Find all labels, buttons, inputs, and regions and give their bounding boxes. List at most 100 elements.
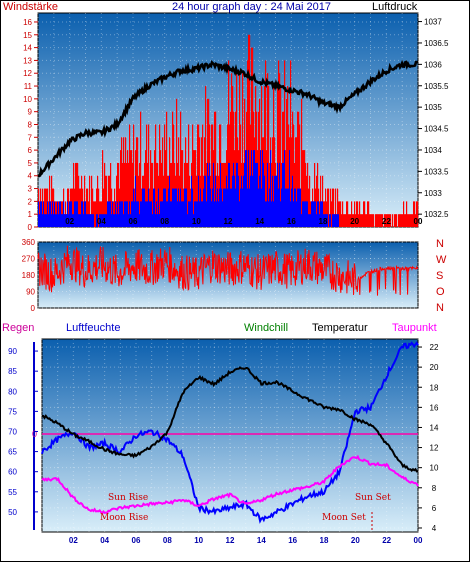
wind-avg-bar: [244, 162, 246, 227]
wind-max-bar: [389, 214, 391, 227]
wind-max-bar: [356, 201, 358, 227]
wind-max-bar: [349, 214, 351, 227]
wind-avg-bar: [265, 201, 267, 227]
wind-avg-bar: [117, 201, 119, 227]
wind-avg-bar: [70, 201, 72, 227]
wind-max-bar: [218, 175, 220, 227]
wind-avg-bar: [62, 214, 64, 227]
wind-avg-bar: [272, 175, 274, 227]
wind-avg-bar: [128, 214, 130, 227]
sun-set-label: Sun Set: [355, 493, 391, 503]
wind-avg-bar: [220, 162, 222, 227]
wind-avg-bar: [56, 214, 58, 227]
wind-avg-bar: [132, 201, 134, 227]
wind-avg-bar: [154, 188, 156, 227]
wind-avg-bar: [323, 214, 325, 227]
wind-tick-label: 12: [23, 69, 32, 78]
pressure-axis-title: Luftdruck: [372, 1, 418, 13]
wind-avg-bar: [40, 201, 42, 227]
wind-avg-bar: [202, 201, 204, 227]
wind-avg-bar: [142, 188, 144, 227]
wind-avg-bar: [261, 188, 263, 227]
wind-avg-bar: [165, 188, 167, 227]
wind-max-bar: [201, 137, 203, 227]
wind-avg-bar: [211, 201, 213, 227]
wind-avg-bar: [230, 188, 232, 227]
wind-avg-bar: [189, 201, 191, 227]
wind-avg-bar: [260, 150, 262, 227]
wind-max-bar: [255, 86, 257, 227]
wind-avg-bar: [122, 201, 124, 227]
wind-avg-bar: [82, 201, 84, 227]
wind-avg-bar: [288, 188, 290, 227]
wind-x-tick-label: 20: [350, 217, 359, 226]
wind-max-bar: [140, 111, 142, 227]
wind-avg-bar: [121, 201, 123, 227]
wind-avg-bar: [61, 214, 63, 227]
wind-max-bar: [199, 137, 201, 227]
climate-x-tick-label: 08: [163, 536, 172, 545]
wind-avg-bar: [320, 201, 322, 227]
wind-max-bar: [122, 162, 124, 227]
wind-avg-bar: [174, 188, 176, 227]
wind-avg-bar: [175, 188, 177, 227]
wind-max-bar: [280, 86, 282, 227]
wind-avg-bar: [312, 201, 314, 227]
wind-tick-label: 6: [28, 146, 33, 155]
wind-max-bar: [132, 162, 134, 227]
wind-avg-bar: [300, 188, 302, 227]
wind-max-bar: [381, 214, 383, 227]
wind-max-bar: [124, 162, 126, 227]
wind-max-bar: [375, 214, 377, 227]
wind-max-bar: [390, 214, 392, 227]
wind-avg-bar: [279, 162, 281, 227]
wind-avg-bar: [129, 201, 131, 227]
wind-max-bar: [384, 214, 386, 227]
wind-avg-bar: [42, 214, 44, 227]
wind-max-bar: [309, 175, 311, 227]
wind-max-bar: [75, 162, 77, 227]
wind-max-bar: [94, 201, 96, 227]
wind-max-bar: [137, 137, 139, 227]
wind-max-bar: [123, 137, 125, 227]
pressure-tick-label: 1032.5: [424, 210, 449, 219]
wind-max-bar: [102, 150, 104, 227]
wind-max-bar: [304, 150, 306, 227]
wind-avg-bar: [107, 201, 109, 227]
wind-max-bar: [155, 124, 157, 227]
wind-tick-label: 2: [28, 197, 33, 206]
wind-avg-bar: [119, 201, 121, 227]
humidity-tick-label: 75: [8, 407, 17, 416]
wind-avg-bar: [72, 214, 74, 227]
wind-avg-bar: [326, 214, 328, 227]
humidity-axis-ticks: 50 55 60 65 70 75 80 85 90: [8, 347, 38, 517]
wind-max-bar: [138, 175, 140, 227]
wind-max-bar: [299, 124, 301, 227]
wind-avg-bar: [65, 214, 67, 227]
wind-max-bar: [92, 188, 94, 227]
wind-avg-bar: [110, 201, 112, 227]
wind-tick-label: 1: [28, 210, 33, 219]
moon-set-label: Moon Set: [322, 513, 366, 523]
wind-max-bar: [273, 86, 275, 227]
wind-avg-bar: [173, 188, 175, 227]
wind-avg-bar: [48, 214, 50, 227]
wind-max-bar: [193, 150, 195, 227]
wind-avg-bar: [55, 214, 57, 227]
wind-max-bar: [87, 188, 89, 227]
wind-avg-bar: [97, 214, 99, 227]
direction-tick-label: 180: [22, 271, 36, 280]
wind-avg-bar: [208, 175, 210, 227]
wind-max-bar: [369, 214, 371, 227]
pressure-tick-label: 1034.5: [424, 125, 449, 134]
wind-max-bar: [236, 73, 238, 228]
wind-avg-bar: [105, 214, 107, 227]
wind-avg-bar: [240, 188, 242, 227]
wind-avg-bar: [46, 214, 48, 227]
wind-max-bar: [216, 175, 218, 227]
wind-avg-bar: [147, 201, 149, 227]
wind-max-bar: [373, 214, 375, 227]
wind-avg-bar: [112, 201, 114, 227]
wind-avg-bar: [158, 188, 160, 227]
wind-max-bar: [79, 188, 81, 227]
